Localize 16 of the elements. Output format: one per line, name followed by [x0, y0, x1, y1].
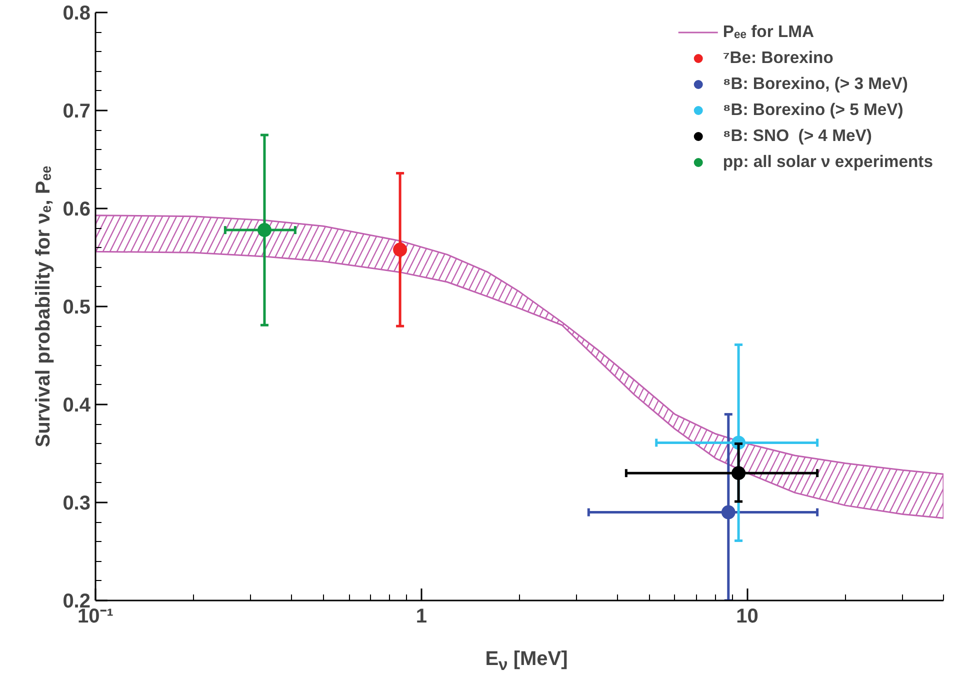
- legend-label: pp: all solar ν experiments: [722, 152, 933, 172]
- y-tick-label: 0.6: [62, 198, 91, 220]
- legend-label: ⁸B: Borexino, (> 3 MeV): [722, 74, 908, 94]
- x-tick-label: 10: [736, 606, 758, 628]
- y-tick-label: 0.5: [62, 296, 91, 318]
- y-tick-label: 0.8: [62, 2, 91, 24]
- x-axis-title: E$_{ν}$ [MeV]: [485, 647, 568, 676]
- y-tick-label: 0.3: [62, 492, 91, 514]
- y-axis-title: Survival probability for νₑ, Pₑₑ: [32, 165, 55, 448]
- legend-label: ⁸B: SNO (> 4 MeV): [722, 126, 872, 146]
- legend-label: Pₑₑ for LMA: [722, 22, 814, 42]
- legend-label: ⁸B: Borexino (> 5 MeV): [722, 100, 904, 120]
- y-tick-label: 0.4: [62, 394, 92, 416]
- y-tick-label: 0.7: [62, 100, 91, 122]
- x-tick-label: 1: [416, 606, 427, 628]
- legend-label: ⁷Be: Borexino: [722, 48, 834, 68]
